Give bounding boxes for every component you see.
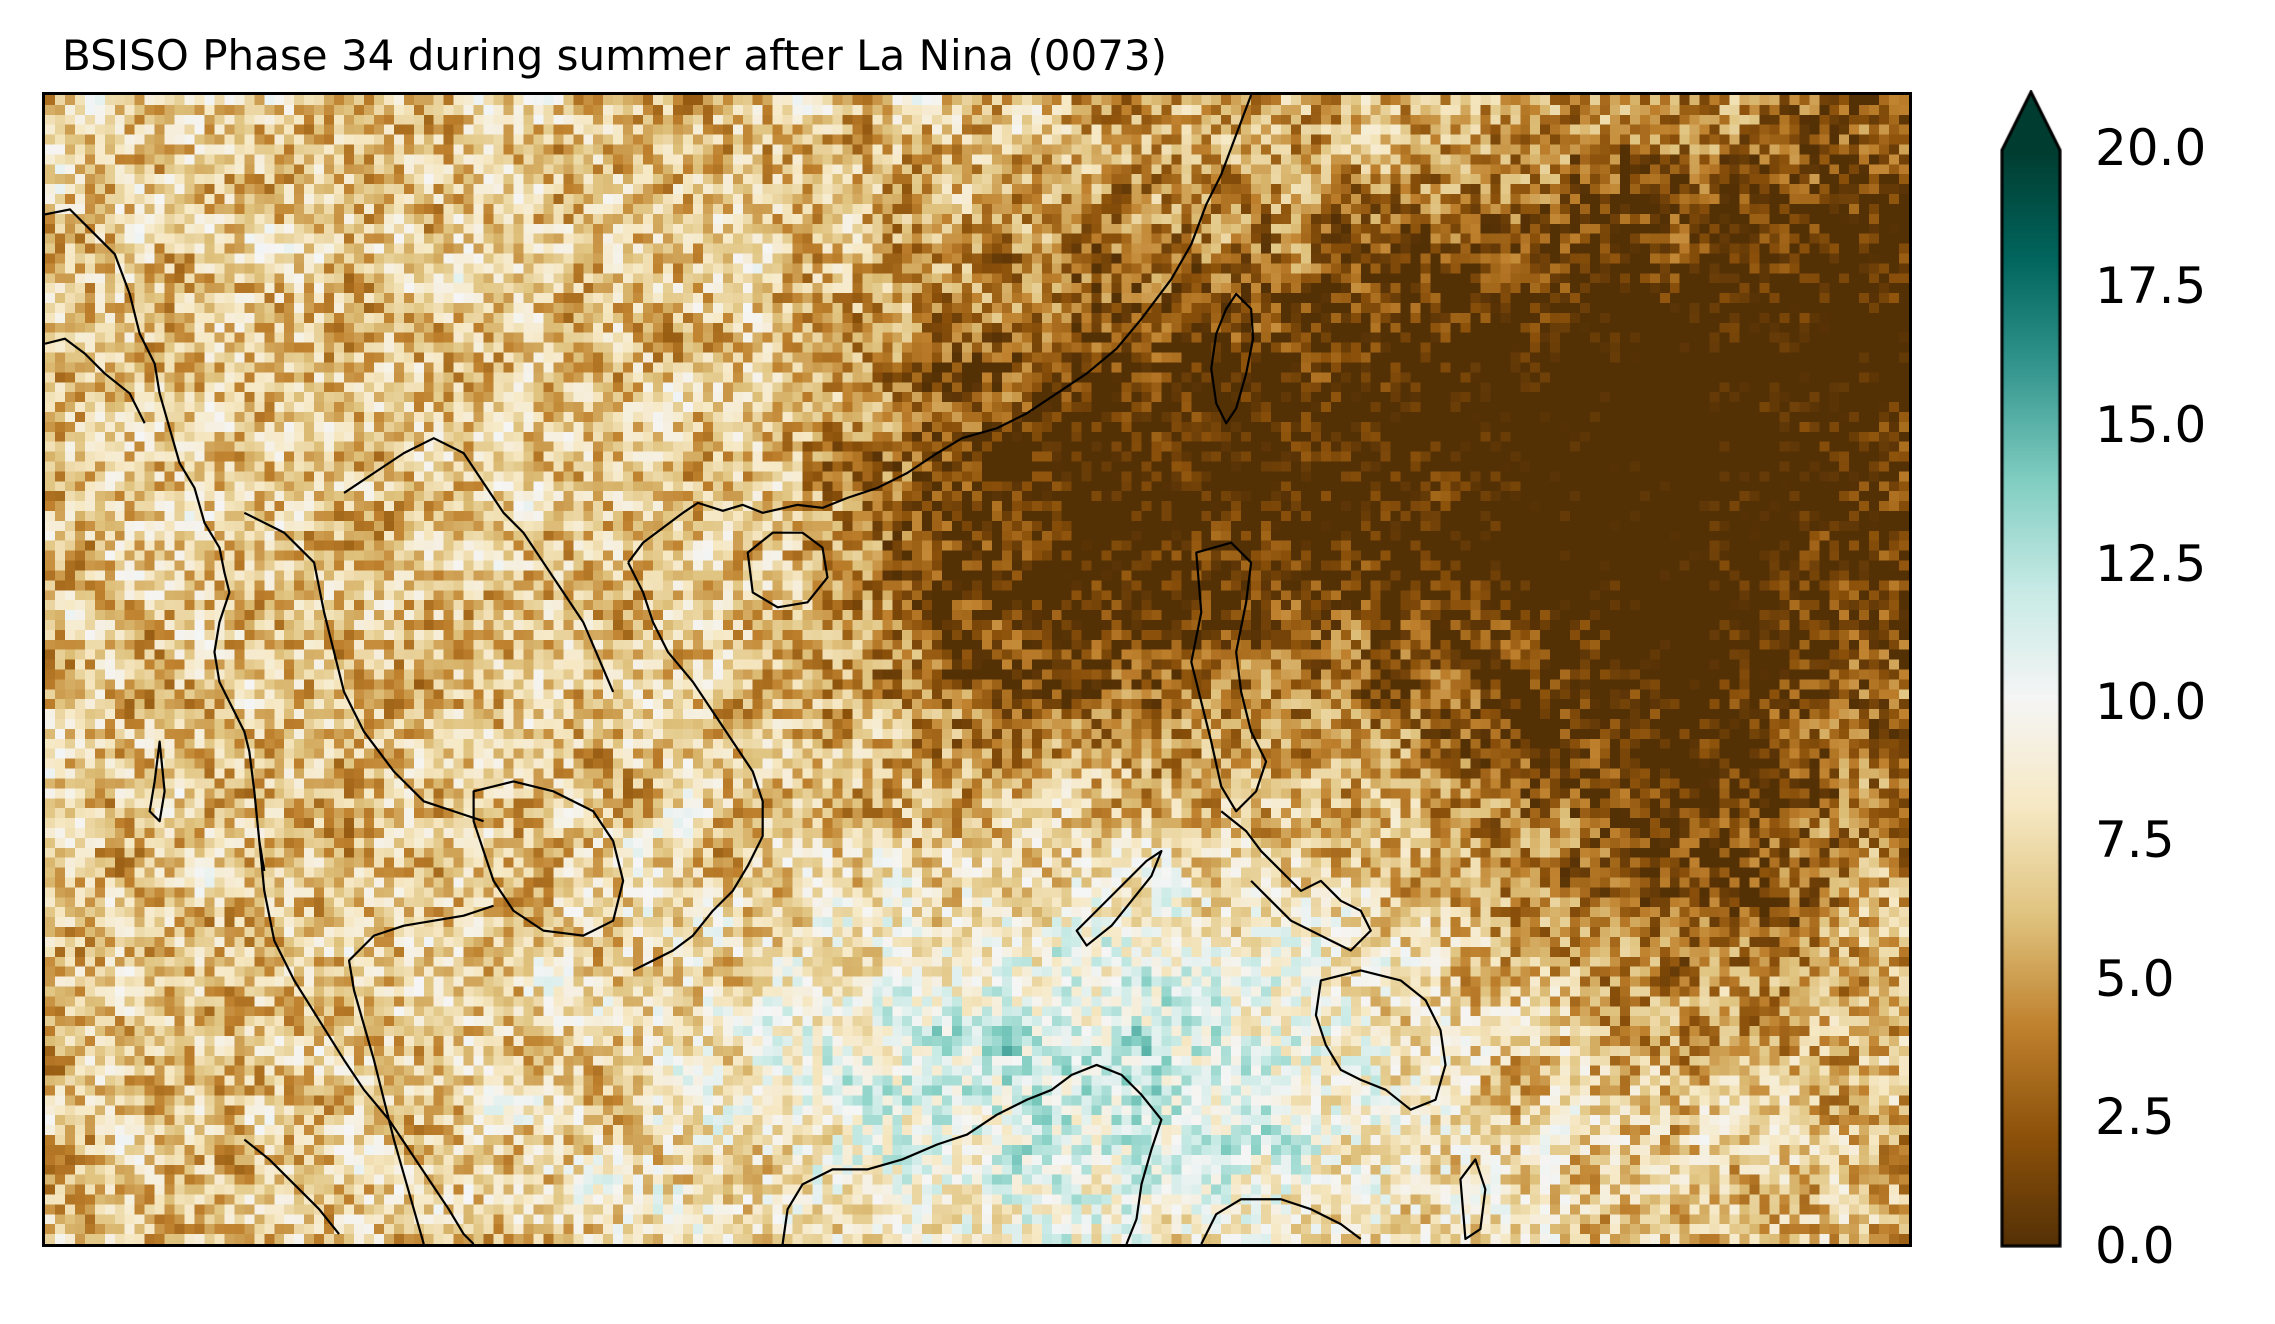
moluccas-islands [1459, 1158, 1487, 1241]
hainan-island [746, 531, 829, 609]
borneo-coastline [781, 1063, 1163, 1244]
map-title: BSISO Phase 34 during summer after La Ni… [62, 31, 1168, 80]
china-coastline [627, 95, 1253, 564]
colorbar-tick-label: 0.0 [2095, 1217, 2175, 1275]
palawan-island [1075, 849, 1163, 947]
colorbar-tick-label: 7.5 [2095, 811, 2175, 869]
malay-peninsula-coastline [258, 840, 475, 1244]
colorbar-tick-label: 5.0 [2095, 950, 2175, 1008]
colorbar-tick-label: 17.5 [2095, 257, 2207, 315]
map-panel [42, 92, 1912, 1247]
taiwan-island [1210, 292, 1255, 425]
thailand-border [243, 511, 484, 823]
vietnam-coastline [627, 562, 764, 972]
coastlines [45, 95, 1487, 1244]
colorbar [2000, 90, 2062, 1248]
precipitation-field [45, 95, 1909, 1244]
colorbar-tick-label: 20.0 [2095, 119, 2207, 177]
sulawesi-coast [1200, 1198, 1362, 1244]
visayas-islands [1220, 810, 1372, 952]
andaman-islands [148, 740, 166, 823]
colorbar-tick-label: 2.5 [2095, 1088, 2175, 1146]
bangladesh-coast [45, 337, 146, 424]
cambodia-border [472, 780, 625, 937]
sumatra-tip [243, 1138, 340, 1235]
colorbar-tick-label: 15.0 [2095, 396, 2207, 454]
myanmar-coastline [45, 208, 266, 872]
mindanao-island [1314, 969, 1447, 1111]
luzon-island [1190, 541, 1268, 813]
colorbar-tick-label: 10.0 [2095, 673, 2207, 731]
laos-border [343, 437, 615, 693]
gulf-of-thailand-coast [347, 904, 494, 1244]
colorbar-tick-label: 12.5 [2095, 535, 2207, 593]
